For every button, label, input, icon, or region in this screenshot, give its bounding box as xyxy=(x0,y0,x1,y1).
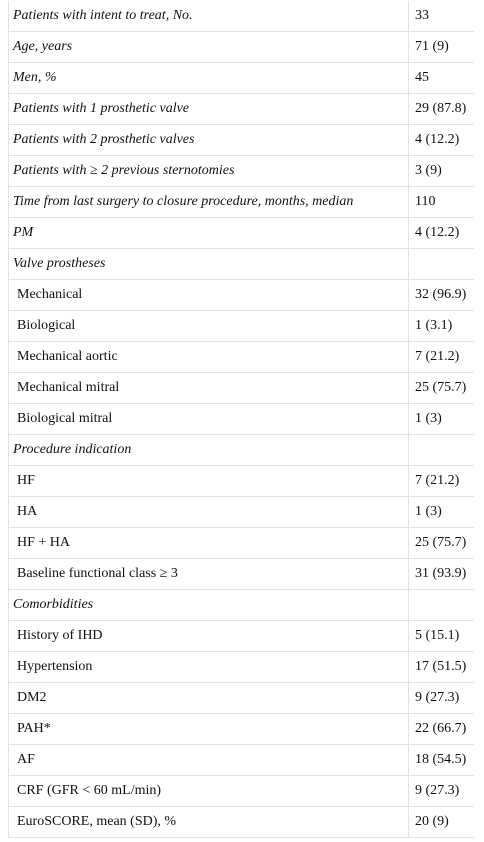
row-value: 20 (9) xyxy=(415,814,449,829)
row-label: HF xyxy=(8,466,409,496)
table-row: AF 18 (54.5) xyxy=(8,745,474,776)
table-row: Age, years 71 (9) xyxy=(8,32,474,63)
row-label: Biological mitral xyxy=(8,404,409,434)
row-label: Mechanical xyxy=(8,280,409,310)
table-row: CRF (GFR < 60 mL/min) 9 (27.3) xyxy=(8,776,474,807)
table-row: Patients with 1 prosthetic valve 29 (87.8… xyxy=(8,94,474,125)
table-row: Biological mitral 1 (3) xyxy=(8,404,474,435)
empty-cell xyxy=(409,249,474,279)
row-value: 7 (21.2) xyxy=(415,473,460,488)
table-row: Mechanical aortic 7 (21.2) xyxy=(8,342,474,373)
row-value: 1 (3) xyxy=(415,504,442,519)
row-value: 1 (3) xyxy=(415,411,442,426)
row-value: 5 (15.1) xyxy=(415,628,460,643)
row-label: DM2 xyxy=(8,683,409,713)
table-row: Patients with ≥ 2 previous sternotomies 3… xyxy=(8,156,474,187)
table: Patients with intent to treat, No. 33 Age,… xyxy=(8,1,474,838)
row-label: Hypertension xyxy=(8,652,409,682)
row-value: 32 (96.9) xyxy=(415,287,467,302)
row-value: 25 (75.7) xyxy=(415,380,467,395)
row-label: AF xyxy=(8,745,409,775)
table-row: HA 1 (3) xyxy=(8,497,474,528)
row-label: Mechanical aortic xyxy=(8,342,409,372)
row-value: 33 xyxy=(415,8,429,23)
empty-cell xyxy=(409,590,474,620)
table-row: History of IHD 5 (15.1) xyxy=(8,621,474,652)
table-row: Men, % 45 xyxy=(8,63,474,94)
row-value: 71 (9) xyxy=(415,39,449,54)
row-label: Patients with 1 prosthetic valve xyxy=(8,94,409,124)
table-row: HF + HA 25 (75.7) xyxy=(8,528,474,559)
row-value: 18 (54.5) xyxy=(415,752,467,767)
row-value: 110 xyxy=(415,194,436,209)
row-label: Men, % xyxy=(8,63,409,93)
table-row: EuroSCORE, mean (SD), % 20 (9) xyxy=(8,807,474,838)
row-value: 4 (12.2) xyxy=(415,132,460,147)
table-row: DM2 9 (27.3) xyxy=(8,683,474,714)
row-label: Age, years xyxy=(8,32,409,62)
table-row: Valve prostheses xyxy=(8,249,474,280)
row-label: HF + HA xyxy=(8,528,409,558)
row-label: PM xyxy=(8,218,409,248)
section-header: Comorbidities xyxy=(8,590,409,620)
row-label: CRF (GFR < 60 mL/min) xyxy=(8,776,409,806)
table-row: Mechanical 32 (96.9) xyxy=(8,280,474,311)
row-value: 45 xyxy=(415,70,429,85)
table-row: Mechanical mitral 25 (75.7) xyxy=(8,373,474,404)
row-label: Mechanical mitral xyxy=(8,373,409,403)
empty-cell xyxy=(409,435,474,465)
table-row: Procedure indication xyxy=(8,435,474,466)
row-value: 9 (27.3) xyxy=(415,783,460,798)
row-label: Patients with intent to treat, No. xyxy=(8,1,409,31)
row-value: 29 (87.8) xyxy=(415,101,467,116)
table-row: Patients with intent to treat, No. 33 xyxy=(8,1,474,32)
table-row: Time from last surgery to closure proced… xyxy=(8,187,474,218)
table-row: PAH* 22 (66.7) xyxy=(8,714,474,745)
row-value: 25 (75.7) xyxy=(415,535,467,550)
table-row: Baseline functional class ≥ 3 31 (93.9) xyxy=(8,559,474,590)
row-value: 4 (12.2) xyxy=(415,225,460,240)
row-label: Baseline functional class ≥ 3 xyxy=(8,559,409,589)
row-label: Biological xyxy=(8,311,409,341)
row-value: 31 (93.9) xyxy=(415,566,467,581)
row-label: Patients with 2 prosthetic valves xyxy=(8,125,409,155)
table-row: Biological 1 (3.1) xyxy=(8,311,474,342)
row-label: PAH* xyxy=(8,714,409,744)
row-label: EuroSCORE, mean (SD), % xyxy=(8,807,409,837)
row-value: 1 (3.1) xyxy=(415,318,453,333)
row-label: History of IHD xyxy=(8,621,409,651)
row-label: HA xyxy=(8,497,409,527)
row-value: 7 (21.2) xyxy=(415,349,460,364)
row-value: 3 (9) xyxy=(415,163,442,178)
row-label: Patients with ≥ 2 previous sternotomies xyxy=(8,156,409,186)
section-header: Procedure indication xyxy=(8,435,409,465)
table-row: HF 7 (21.2) xyxy=(8,466,474,497)
table-row: PM 4 (12.2) xyxy=(8,218,474,249)
section-header: Valve prostheses xyxy=(8,249,409,279)
row-value: 9 (27.3) xyxy=(415,690,460,705)
row-value: 17 (51.5) xyxy=(415,659,467,674)
table-row: Comorbidities xyxy=(8,590,474,621)
row-value: 22 (66.7) xyxy=(415,721,467,736)
table-row: Hypertension 17 (51.5) xyxy=(8,652,474,683)
row-label: Time from last surgery to closure proced… xyxy=(8,187,409,217)
table-row: Patients with 2 prosthetic valves 4 (12.2… xyxy=(8,125,474,156)
